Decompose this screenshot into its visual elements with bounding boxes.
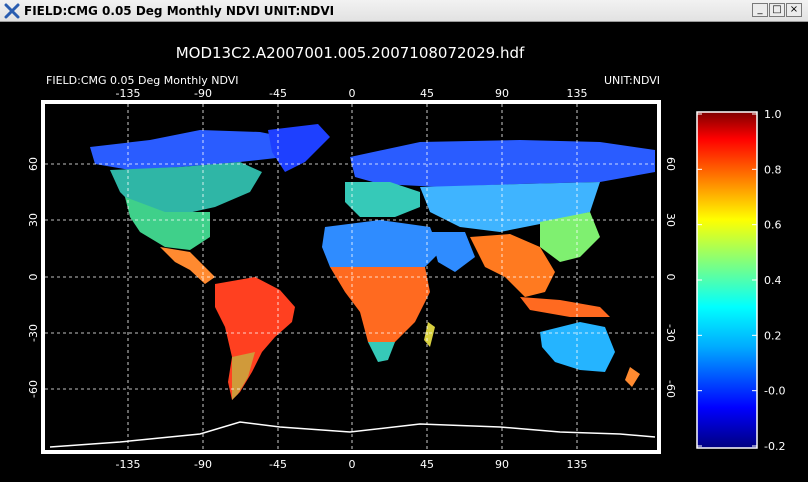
window-title: FIELD:CMG 0.05 Deg Monthly NDVI UNIT:NDV…: [24, 4, 335, 18]
antarctica-coastline: [49, 421, 656, 448]
maximize-button[interactable]: □: [769, 3, 785, 17]
tick-label: 135: [567, 458, 588, 471]
land-indonesia: [520, 297, 610, 317]
tick-label: 0: [664, 274, 677, 281]
title-bar[interactable]: FIELD:CMG 0.05 Deg Monthly NDVI UNIT:NDV…: [0, 0, 808, 22]
field-label: FIELD:CMG 0.05 Deg Monthly NDVI: [46, 74, 239, 87]
unit-label: UNIT:NDVI: [604, 74, 660, 87]
tick-label: -60: [664, 380, 677, 398]
colorbar-label: -0.2: [764, 440, 785, 453]
land-australia: [540, 322, 615, 372]
colorbar-label: 1.0: [764, 108, 782, 121]
tick-label: -135: [116, 458, 141, 471]
land-europe: [345, 182, 420, 217]
tick-label: 0: [349, 458, 356, 471]
tick-label: 45: [420, 458, 434, 471]
land-asia-east: [540, 212, 600, 262]
bottom-lon-axis: -135 -90 -45 0 45 90 135: [116, 458, 588, 471]
tick-label: -135: [116, 87, 141, 100]
maximize-icon: □: [772, 4, 782, 15]
land-eurasia-arctic: [350, 140, 655, 187]
left-lat-axis: 60 30 0 -30 -60: [27, 157, 40, 398]
colorbar-label: 0.6: [764, 219, 782, 232]
tick-label: -30: [27, 324, 40, 342]
tick-label: -90: [194, 87, 212, 100]
tick-label: 60: [664, 157, 677, 171]
land-new-zealand: [625, 367, 640, 387]
minimize-button[interactable]: _: [752, 3, 768, 17]
land-central-america: [160, 247, 215, 284]
map-grid: [45, 104, 657, 450]
close-button[interactable]: ×: [786, 3, 802, 17]
tick-label: 90: [495, 87, 509, 100]
land-arabia: [430, 232, 475, 272]
tick-label: -45: [269, 458, 287, 471]
ndvi-figure: MOD13C2.A2007001.005.2007108072029.hdf F…: [27, 44, 785, 471]
colorbar-label: 0.8: [764, 163, 782, 176]
colorbar-label: 0.2: [764, 329, 782, 342]
colorbar-label: -0.0: [764, 385, 785, 398]
tick-label: 0: [349, 87, 356, 100]
land-north-america-arctic: [90, 130, 300, 170]
minimize-icon: _: [757, 4, 763, 15]
right-lat-axis: 60 30 0 -30 -60: [664, 157, 677, 398]
tick-label: -45: [269, 87, 287, 100]
land-greenland: [268, 124, 330, 172]
close-icon: ×: [789, 4, 799, 15]
colorbar: [696, 111, 758, 449]
idl-x-icon: [4, 3, 20, 19]
land-south-america-south: [232, 352, 255, 400]
colorbar-label: 0.4: [764, 274, 782, 287]
tick-label: 60: [27, 157, 40, 171]
top-lon-axis: -135 -90 -45 0 45 90 135: [116, 87, 588, 100]
land-africa-north: [322, 220, 440, 272]
tick-label: 135: [567, 87, 588, 100]
tick-label: 0: [27, 274, 40, 281]
file-title: MOD13C2.A2007001.005.2007108072029.hdf: [176, 44, 525, 62]
land-india-se-asia: [470, 234, 555, 297]
land-north-america-forest: [110, 162, 262, 217]
plot-area: MOD13C2.A2007001.005.2007108072029.hdf F…: [0, 22, 808, 477]
land-africa-south: [368, 342, 395, 362]
tick-label: -90: [194, 458, 212, 471]
tick-label: 30: [664, 213, 677, 227]
tick-label: -60: [27, 380, 40, 398]
tick-label: 45: [420, 87, 434, 100]
tick-label: 30: [27, 213, 40, 227]
tick-label: -30: [664, 324, 677, 342]
land-africa-central: [330, 267, 430, 357]
ndvi-land-layer: [49, 124, 656, 448]
land-north-america-south: [125, 197, 210, 250]
tick-label: 90: [495, 458, 509, 471]
colorbar-ticks: [697, 113, 757, 447]
colorbar-labels: 1.0 0.8 0.6 0.4 0.2 -0.0 -0.2: [764, 108, 785, 453]
